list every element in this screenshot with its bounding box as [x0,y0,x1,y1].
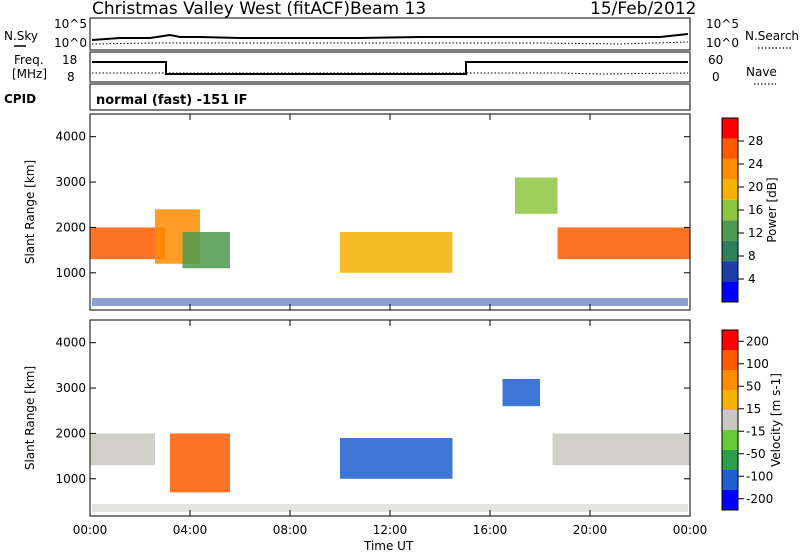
power-panel: Slant Range [km] 1000 2000 3000 4000 [23,113,691,311]
freq-label-2: [MHz] [12,67,47,81]
xtick-label: 08:00 [273,523,308,537]
power-colorbar-label: Power [dB] [765,177,779,242]
echo-region-0 [90,433,155,466]
xtick-label: 16:00 [473,523,508,537]
colorbar-tick-label: 200 [746,334,769,348]
colorbar-cell [722,490,738,510]
ytick-label: 1000 [55,472,86,486]
ytick-label: 3000 [55,175,86,189]
colorbar-cell [722,330,738,350]
echo-region-4 [515,177,558,214]
colorbar-tick-label: 16 [748,203,763,217]
colorbar-tick-label: 4 [748,272,756,286]
colorbar-cell [722,240,738,262]
xtick-label: 00:00 [73,523,108,537]
velocity-colorbar-label: Velocity [m s-1] [769,373,783,467]
ytick-label: 2000 [55,220,86,234]
frequency-panel: Freq. [MHz] 18 8 60 0 Nave [12,51,777,85]
noise-panel: N.Sky 10^5 10^0 10^5 10^0 N.Search [4,17,799,51]
echo-region-5 [557,227,690,260]
date-title: 15/Feb/2012 [590,0,696,19]
colorbar-tick-label: 15 [746,402,761,416]
colorbar-tick-label: 50 [746,379,761,393]
station-title: Christmas Valley West (fitACF) [92,0,350,19]
xtick-label: 00:00 [673,523,708,537]
colorbar-tick-label: 28 [748,134,763,148]
colorbar-cell [722,118,738,139]
colorbar-cell [722,281,738,302]
echo-region-2 [182,231,230,269]
colorbar-tick-label: -200 [746,492,773,506]
noise-left-label: N.Sky [4,29,38,43]
velocity-yticks: 1000 2000 3000 4000 [55,336,690,486]
ytick-label: 1000 [55,266,86,280]
colorbar-tick-label: 8 [748,249,756,263]
cpid-text: normal (fast) -151 IF [96,93,247,108]
xtick-label: 04:00 [173,523,208,537]
echo-region-3 [502,378,540,407]
colorbar-cell [722,450,738,470]
freq-tick-bottom: 8 [67,70,75,84]
colorbar-cell [722,410,738,430]
colorbar-cell [722,390,738,410]
echo-region-2 [340,437,453,479]
echo-region-4 [552,433,690,466]
freq-label-1: Freq. [14,53,44,67]
freq-tick-top: 18 [62,53,77,67]
colorbar-cell [722,138,738,159]
colorbar-tick-label: -50 [746,447,766,461]
echo-region-3 [340,231,453,273]
echo-region-0 [90,227,165,260]
xtick-label: 12:00 [373,523,408,537]
colorbar-cell [722,350,738,370]
cpid-panel: CPID normal (fast) -151 IF [4,83,691,111]
noise-right-tick-bottom: 10^0 [706,36,739,50]
ytick-label: 4000 [55,130,86,144]
colorbar-cell [722,179,738,200]
colorbar-cell [722,261,738,282]
noise-left-tick-bottom: 10^0 [54,36,87,50]
colorbar-tick-label: -100 [746,469,773,483]
power-colorbar: 4 8 12 16 20 24 28 Power [dB] [721,117,779,303]
power-regions [90,177,690,306]
nave-tick-top: 60 [708,53,723,67]
echo-region-1 [170,433,230,493]
noise-right-label: N.Search [745,29,799,43]
colorbar-tick-label: 12 [748,226,763,240]
colorbar-cell [722,199,738,221]
colorbar-cell [722,220,738,241]
xtick-label: 20:00 [573,523,608,537]
colorbar-cell [722,430,738,450]
time-axis-label: Time UT [363,539,414,553]
ytick-label: 4000 [55,336,86,350]
colorbar-tick-label: 24 [748,157,763,171]
near-range-band [92,504,688,512]
colorbar-cell [722,158,738,180]
velocity-regions [90,378,690,512]
colorbar-cell [722,470,738,490]
velocity-panel: Slant Range [km] 1000 2000 3000 4000 [23,319,691,517]
nave-tick-bottom: 0 [712,70,720,84]
nave-label: Nave [746,65,777,79]
noise-left-tick-top: 10^5 [54,17,87,31]
time-axis: 00:00 04:00 08:00 12:00 16:00 20:00 00:00 [73,114,708,537]
power-yticks: 1000 2000 3000 4000 [55,130,690,280]
ytick-label: 2000 [55,426,86,440]
velocity-ylabel: Slant Range [km] [23,366,37,470]
colorbar-tick-label: 20 [748,180,763,194]
colorbar-tick-label: 100 [746,357,769,371]
noise-right-tick-top: 10^5 [706,17,739,31]
colorbar-cell [722,370,738,390]
near-range-band [92,298,688,306]
ytick-label: 3000 [55,381,86,395]
cpid-label: CPID [4,92,36,106]
beam-title: Beam 13 [350,0,426,19]
colorbar-tick-label: -15 [746,424,766,438]
velocity-colorbar: 200 100 50 15 -15 -50 -100 -200 Velocity [m s-1… [721,329,783,511]
power-ylabel: Slant Range [km] [23,160,37,264]
